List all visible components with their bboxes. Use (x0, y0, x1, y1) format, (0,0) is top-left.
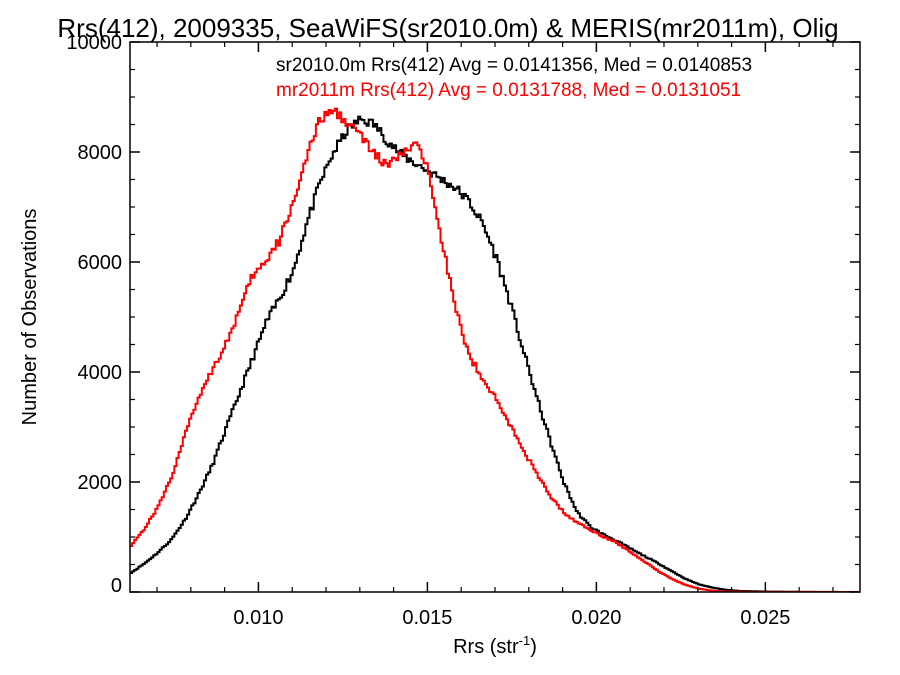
legend-entry-red-series: mr2011m Rrs(412) Avg = 0.0131788, Med = … (276, 80, 741, 101)
y-ticks: 0 2000 4000 6000 8000 10000 (66, 32, 860, 597)
x-axis-title-sup: -1 (519, 633, 531, 648)
x-tick-label: 0.020 (571, 607, 621, 629)
x-axis-title-main: Rrs (str (453, 636, 519, 658)
x-tick-label: 0.015 (402, 607, 452, 629)
x-tick-label: 0.010 (233, 607, 283, 629)
x-ticks: 0.010 0.015 0.020 0.025 (156, 42, 834, 629)
y-tick-label: 0 (111, 575, 122, 597)
series-line-black (130, 115, 860, 592)
y-tick-label: 10000 (66, 32, 122, 54)
x-axis-title: Rrs (str-1) (453, 633, 537, 658)
plot-frame (129, 41, 861, 593)
y-tick-label: 2000 (78, 472, 123, 494)
y-tick-label: 8000 (78, 142, 123, 164)
y-tick-label: 6000 (78, 252, 123, 274)
chart-title: Rrs(412), 2009335, SeaWiFS(sr2010.0m) & … (57, 13, 838, 43)
plot-series (130, 107, 860, 592)
y-axis-title: Number of Observations (19, 209, 41, 426)
series-line-red (130, 107, 860, 592)
x-axis-title-close: ) (530, 636, 537, 658)
legend-entry-black-series: sr2010.0m Rrs(412) Avg = 0.0141356, Med … (276, 55, 752, 76)
y-tick-label: 4000 (78, 362, 123, 384)
x-tick-label: 0.025 (740, 607, 790, 629)
